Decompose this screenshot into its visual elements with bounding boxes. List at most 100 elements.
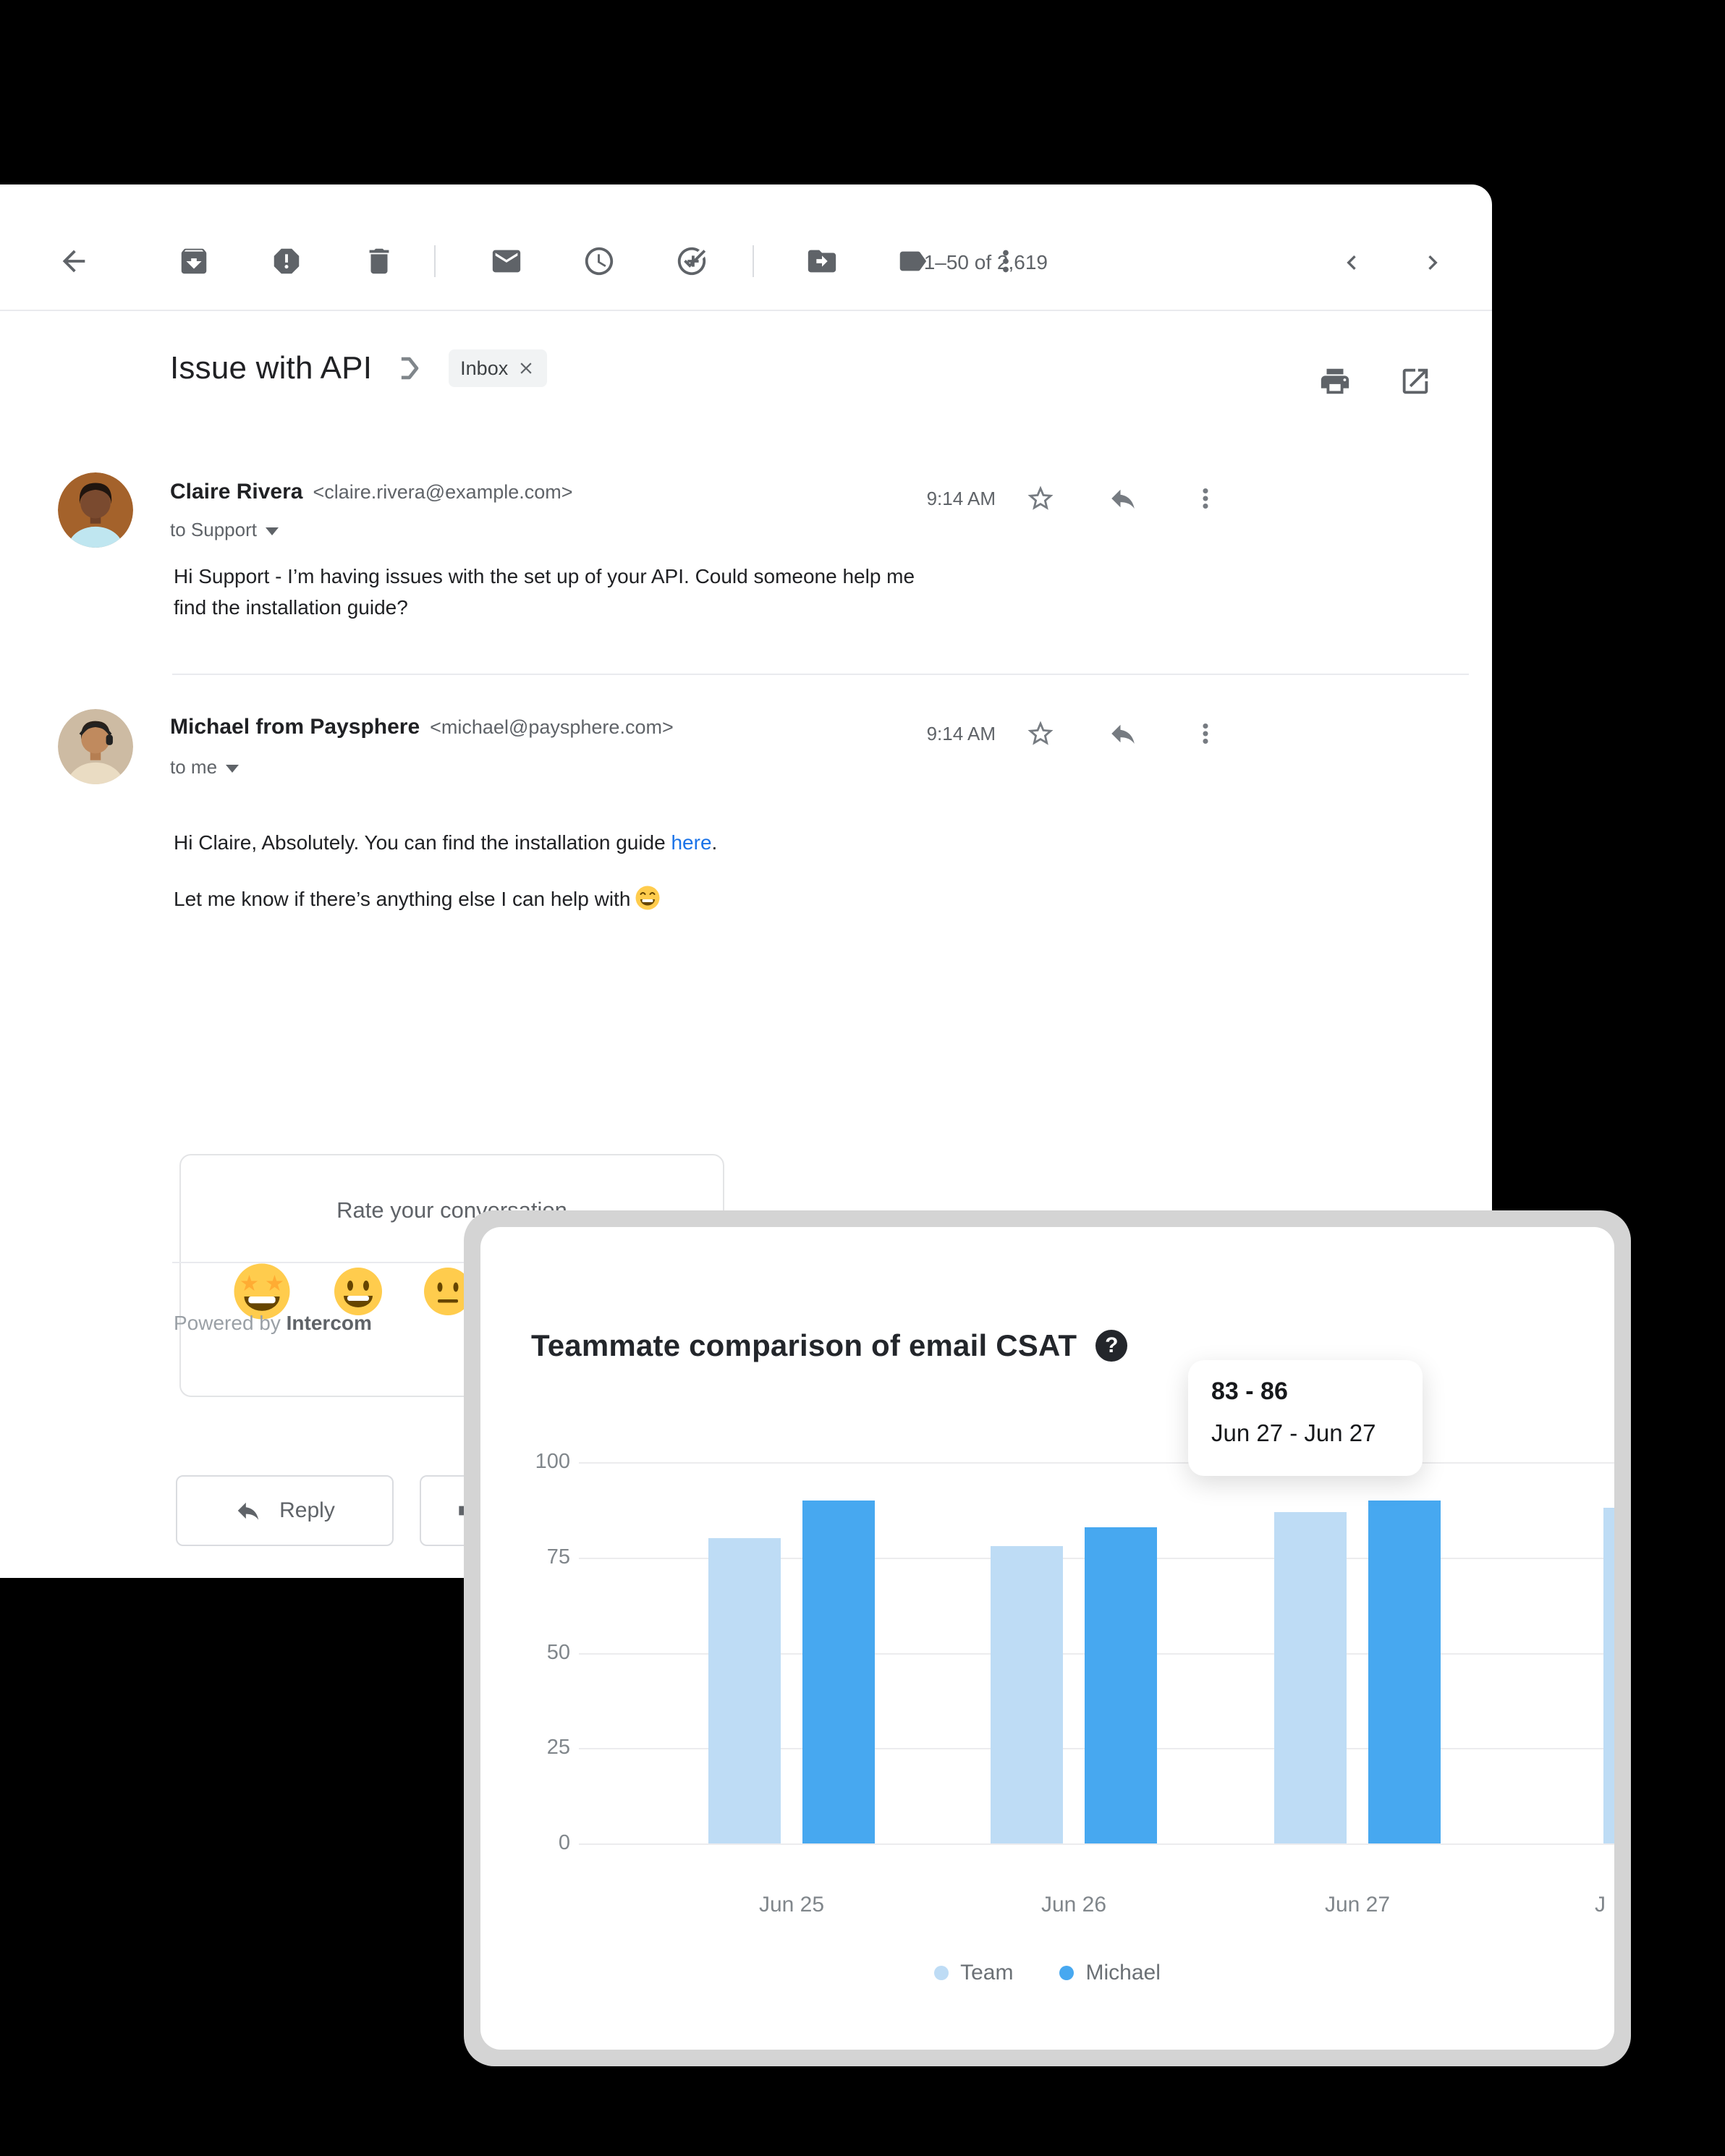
chart-card: Teammate comparison of email CSAT ? 100 7…: [480, 1227, 1614, 2050]
reply-action-button[interactable]: Reply: [176, 1475, 394, 1546]
more-icon: [1203, 488, 1208, 509]
print-button[interactable]: [1315, 361, 1355, 402]
installation-guide-link[interactable]: here: [671, 831, 712, 854]
mark-unread-button[interactable]: [486, 241, 527, 281]
footer-divider: [172, 1262, 470, 1263]
bar-michael-jun27[interactable]: [1368, 1501, 1441, 1843]
legend-dot-icon: [1059, 1966, 1075, 1980]
older-page-button[interactable]: [1412, 242, 1453, 283]
toolbar-separator: [434, 245, 436, 277]
bar-partial-next[interactable]: [1603, 1508, 1614, 1843]
caret-down-icon: [226, 765, 240, 773]
gridline: [579, 1843, 1614, 1845]
grinning-face-emoji: [635, 885, 661, 911]
legend-label: Team: [960, 1961, 1014, 1985]
body-text: .: [711, 831, 718, 854]
neutral-emoji[interactable]: [422, 1265, 474, 1321]
archive-icon: [181, 248, 207, 274]
x-tick-label: Jun 26: [1040, 1893, 1107, 1917]
email-subject: Issue with API: [170, 350, 373, 386]
move-to-button[interactable]: [802, 241, 842, 281]
message-more-button[interactable]: [1187, 480, 1224, 517]
message-more-button[interactable]: [1187, 715, 1224, 752]
body-line: find the installation guide?: [174, 596, 408, 619]
chevron-left-icon: [1347, 255, 1356, 270]
sender-name: Claire Rivera: [170, 480, 303, 504]
star-icon: [1027, 485, 1054, 510]
inbox-label-text: Inbox: [460, 357, 509, 379]
more-icon: [1203, 723, 1208, 744]
body-text: Let me know if there’s anything else I c…: [174, 888, 631, 910]
y-tick-label: 75: [546, 1545, 570, 1569]
intercom-link[interactable]: Intercom: [286, 1312, 372, 1334]
delete-button[interactable]: [359, 241, 399, 281]
back-icon: [62, 250, 85, 273]
star-button[interactable]: [1022, 480, 1059, 517]
sender-email: <claire.rivera@example.com>: [313, 481, 573, 503]
report-spam-icon: [274, 248, 300, 274]
reply-button[interactable]: [1104, 715, 1142, 752]
report-spam-button[interactable]: [266, 241, 307, 281]
chart-legend: Team Michael: [480, 1961, 1614, 1985]
message-body: Hi Claire, Absolutely. You can find the …: [174, 827, 717, 858]
message-body: Let me know if there’s anything else I c…: [174, 883, 661, 914]
labels-button[interactable]: [892, 241, 933, 281]
tooltip-range: Jun 27 - Jun 27: [1211, 1419, 1376, 1446]
star-icon: [1027, 721, 1054, 745]
labels-icon: [899, 251, 927, 271]
recipient-dropdown[interactable]: to Support: [170, 519, 279, 541]
add-to-tasks-button[interactable]: [671, 241, 712, 281]
message-divider: [172, 674, 1469, 675]
archive-button[interactable]: [174, 241, 214, 281]
y-tick-label: 0: [558, 1831, 570, 1854]
chart-tooltip: 83 - 86 Jun 27 - Jun 27: [1188, 1360, 1423, 1476]
chevron-right-icon: [1428, 255, 1438, 270]
y-tick-label: 100: [535, 1450, 570, 1473]
reply-action-label: Reply: [279, 1498, 335, 1522]
svg-text:★: ★: [265, 1272, 284, 1296]
grinning-emoji[interactable]: [332, 1265, 384, 1321]
bar-team-jun27[interactable]: [1274, 1512, 1347, 1843]
recipient-label: to me: [170, 756, 218, 778]
help-icon[interactable]: ?: [1095, 1330, 1128, 1362]
caret-down-icon: [265, 527, 279, 535]
add-to-tasks-icon: [677, 247, 706, 276]
bar-michael-jun26[interactable]: [1085, 1527, 1157, 1843]
svg-text:★: ★: [240, 1272, 259, 1296]
recipient-dropdown[interactable]: to me: [170, 756, 240, 778]
open-in-new-button[interactable]: [1395, 361, 1436, 402]
message-body: Hi Support - I’m having issues with the …: [174, 561, 915, 623]
newer-page-button[interactable]: [1331, 242, 1372, 283]
chart-card-frame: Teammate comparison of email CSAT ? 100 7…: [464, 1210, 1631, 2066]
reply-icon: [1111, 724, 1135, 744]
x-tick-label-partial: J: [1595, 1893, 1606, 1917]
body-line: Hi Support - I’m having issues with the …: [174, 565, 915, 587]
bar-team-jun26[interactable]: [991, 1546, 1063, 1843]
bar-michael-jun25[interactable]: [802, 1501, 875, 1843]
more-options-button[interactable]: [986, 241, 1026, 281]
move-to-icon: [808, 250, 836, 273]
star-button[interactable]: [1022, 715, 1059, 752]
back-button[interactable]: [54, 241, 94, 281]
legend-label: Michael: [1085, 1961, 1161, 1985]
star-struck-emoji[interactable]: ★ ★: [232, 1261, 292, 1325]
bar-chart: 100 75 50 25 0 Jun 25 Jun 26 Jun 27 J: [480, 1227, 1614, 2050]
sender-name: Michael from Paysphere: [170, 715, 420, 739]
snooze-icon: [585, 247, 614, 276]
print-icon: [1321, 368, 1349, 394]
snooze-button[interactable]: [579, 241, 619, 281]
powered-by-text: Powered by: [174, 1312, 281, 1334]
remove-label-icon[interactable]: [517, 359, 535, 378]
subject-chevron-icon: [392, 352, 424, 384]
message-time: 9:14 AM: [926, 487, 996, 509]
reply-button[interactable]: [1104, 480, 1142, 517]
legend-dot-icon: [934, 1966, 949, 1980]
bar-team-jun25[interactable]: [708, 1538, 781, 1843]
inbox-label-chip[interactable]: Inbox: [449, 349, 548, 387]
reply-icon: [1111, 489, 1135, 509]
legend-item-michael: Michael: [1059, 1961, 1161, 1985]
more-icon: [1003, 250, 1009, 273]
y-tick-label: 25: [546, 1736, 570, 1760]
y-tick-label: 50: [546, 1640, 570, 1664]
